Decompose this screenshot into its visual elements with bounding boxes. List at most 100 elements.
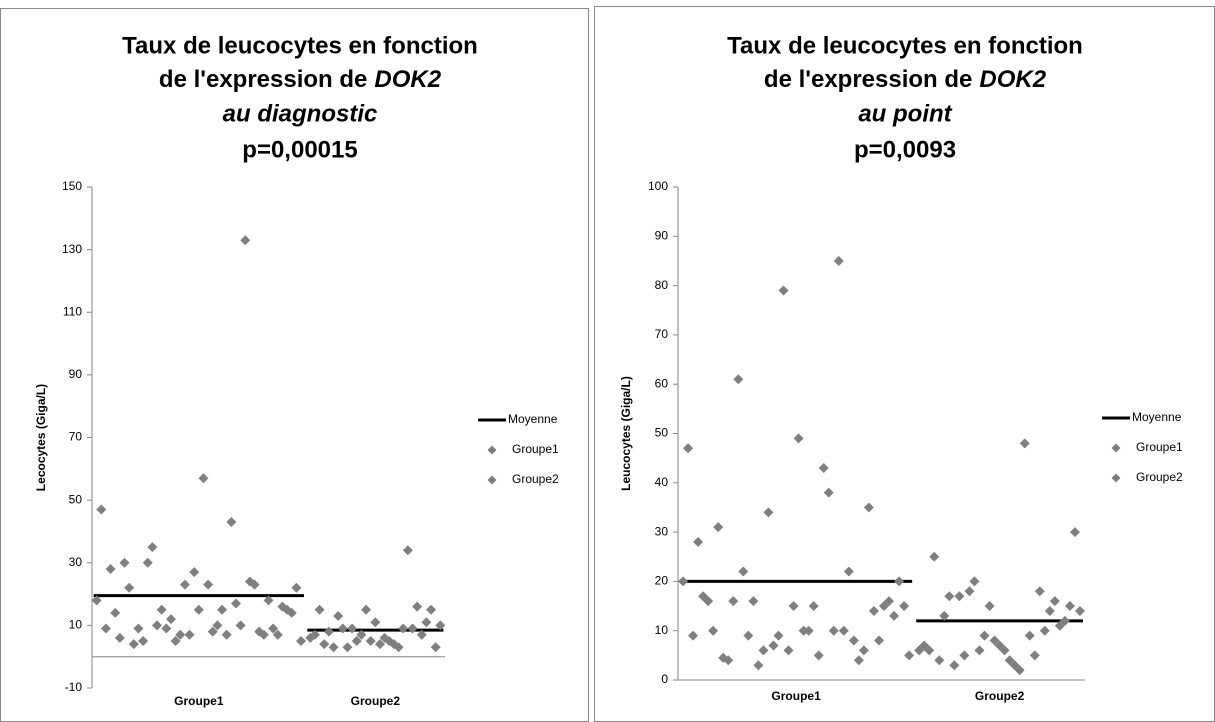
- data-point: [934, 655, 945, 666]
- data-point: [212, 620, 223, 631]
- data-point: [969, 576, 980, 587]
- data-point: [793, 433, 804, 444]
- data-point: [342, 642, 353, 653]
- data-point: [838, 625, 849, 636]
- y-tick-label: 0: [661, 672, 668, 686]
- data-point: [783, 645, 794, 656]
- data-point: [175, 629, 186, 640]
- data-point: [189, 567, 200, 578]
- data-point: [929, 551, 940, 562]
- data-point: [156, 604, 167, 615]
- data-point: [133, 623, 144, 634]
- legend-marker: [487, 445, 497, 455]
- data-point: [291, 582, 302, 593]
- data-point: [848, 635, 859, 646]
- data-point: [333, 610, 344, 621]
- data-point: [147, 542, 158, 553]
- data-point: [165, 614, 176, 625]
- data-point: [296, 636, 307, 647]
- y-tick-label: 90: [69, 367, 83, 381]
- data-point: [203, 579, 214, 590]
- title-line: de l'expression de DOK2: [764, 66, 1047, 93]
- data-point: [337, 623, 348, 634]
- data-point: [323, 626, 334, 637]
- data-point: [268, 623, 279, 634]
- data-point: [207, 626, 218, 637]
- x-category-label: Groupe1: [771, 689, 821, 703]
- data-point: [152, 620, 163, 631]
- data-point: [979, 630, 990, 641]
- legend-label: Groupe2: [1136, 470, 1183, 484]
- data-point: [286, 607, 297, 618]
- data-point: [853, 655, 864, 666]
- data-point: [240, 235, 251, 246]
- data-point: [412, 601, 423, 612]
- data-point: [748, 596, 759, 607]
- data-point: [678, 576, 689, 587]
- data-point: [96, 504, 107, 515]
- x-category-label: Groupe2: [351, 694, 401, 708]
- data-point: [688, 630, 699, 641]
- y-tick-label: 10: [655, 623, 669, 637]
- data-point: [899, 601, 910, 612]
- data-point: [999, 645, 1010, 656]
- data-point: [1014, 665, 1025, 676]
- data-point: [1049, 596, 1060, 607]
- data-point: [374, 639, 385, 650]
- x-category-label: Groupe1: [174, 694, 224, 708]
- data-point: [249, 579, 260, 590]
- data-point: [124, 582, 135, 593]
- y-tick-label: 70: [69, 430, 83, 444]
- title-part: de l'expression de: [159, 66, 367, 93]
- data-point: [703, 596, 714, 607]
- data-point: [964, 586, 975, 597]
- legend-label: Groupe2: [512, 472, 559, 486]
- data-point: [924, 645, 935, 656]
- data-point: [823, 487, 834, 498]
- y-tick-label: 30: [655, 524, 669, 538]
- data-point: [894, 576, 905, 587]
- y-tick-label: 90: [655, 228, 669, 242]
- data-point: [230, 598, 241, 609]
- y-axis-label: Leucocytes (Giga/L): [619, 376, 633, 491]
- data-point: [263, 595, 274, 606]
- data-point: [944, 591, 955, 602]
- data-point: [788, 601, 799, 612]
- legend-label: Groupe1: [1136, 440, 1183, 454]
- legend-label: Moyenne: [1132, 410, 1182, 424]
- data-point: [743, 630, 754, 641]
- data-point: [170, 636, 181, 647]
- data-point: [733, 374, 744, 385]
- data-point: [1039, 625, 1050, 636]
- data-point: [683, 443, 694, 454]
- data-point: [753, 660, 764, 671]
- title-line: p=0,00015: [242, 136, 357, 163]
- data-point: [713, 522, 724, 533]
- data-point: [1064, 601, 1075, 612]
- data-point: [1059, 615, 1070, 626]
- data-point: [402, 545, 413, 556]
- data-point: [128, 639, 139, 650]
- title-part: de l'expression de: [764, 66, 972, 93]
- data-point: [758, 645, 769, 656]
- y-tick-label: 100: [648, 179, 668, 193]
- data-point: [1044, 605, 1055, 616]
- data-point: [119, 557, 130, 568]
- data-point: [868, 605, 879, 616]
- data-point: [798, 625, 809, 636]
- x-category-label: Groupe2: [975, 689, 1025, 703]
- data-point: [105, 564, 116, 575]
- data-point: [954, 591, 965, 602]
- data-point: [100, 623, 111, 634]
- data-point: [217, 604, 228, 615]
- data-point: [138, 636, 149, 647]
- y-tick-label: 150: [62, 179, 82, 193]
- y-axis-label: Lecocytes (Giga/L): [34, 384, 48, 491]
- data-point: [728, 596, 739, 607]
- y-tick-label: 10: [69, 618, 83, 632]
- data-point: [161, 623, 172, 634]
- data-point: [91, 595, 102, 606]
- data-point: [778, 285, 789, 296]
- title-line: au diagnostic: [223, 100, 378, 127]
